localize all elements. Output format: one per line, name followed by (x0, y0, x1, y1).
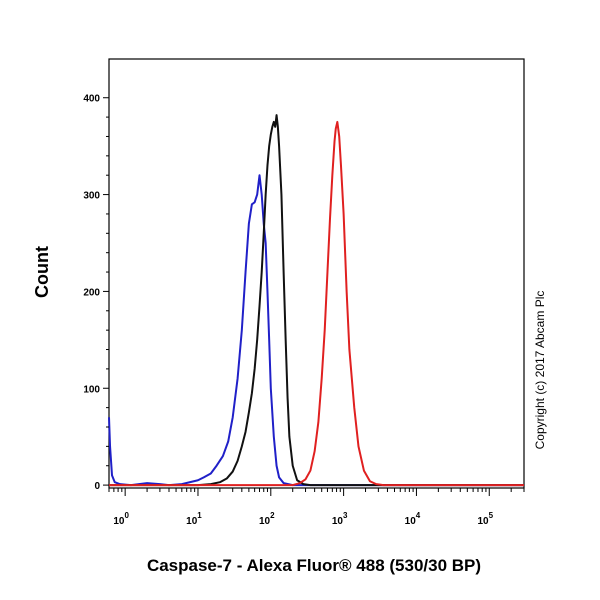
x-axis-ticks: 100 101 102 103 104 105 (108, 488, 525, 527)
series-line-1 (109, 114, 524, 487)
y-tick-label: 100 (83, 384, 100, 395)
x-tick-label: 101 (186, 511, 202, 527)
series-line-0 (108, 174, 524, 487)
y-axis-title: Count (32, 246, 52, 298)
series-line-2 (109, 120, 524, 487)
y-tick-label: 300 (83, 191, 100, 202)
x-tick-label: 103 (332, 511, 348, 527)
x-tick-label: 105 (477, 511, 493, 527)
y-tick-label: 0 (94, 481, 100, 492)
plot-border (108, 58, 525, 489)
x-tick-label: 104 (405, 511, 421, 527)
y-tick-label: 200 (83, 287, 100, 298)
y-axis-ticks: 0 100 200 300 400 (83, 94, 109, 492)
y-tick-label: 400 (83, 94, 100, 105)
x-tick-label: 102 (259, 511, 275, 527)
x-tick-label: 100 (113, 511, 129, 527)
plot-frame (108, 58, 525, 489)
histogram-series (108, 114, 524, 487)
copyright-annotation: Copyright (c) 2017 Abcam Plc (533, 291, 547, 450)
x-axis-title: Caspase-7 - Alexa Fluor® 488 (530/30 BP) (147, 556, 481, 575)
